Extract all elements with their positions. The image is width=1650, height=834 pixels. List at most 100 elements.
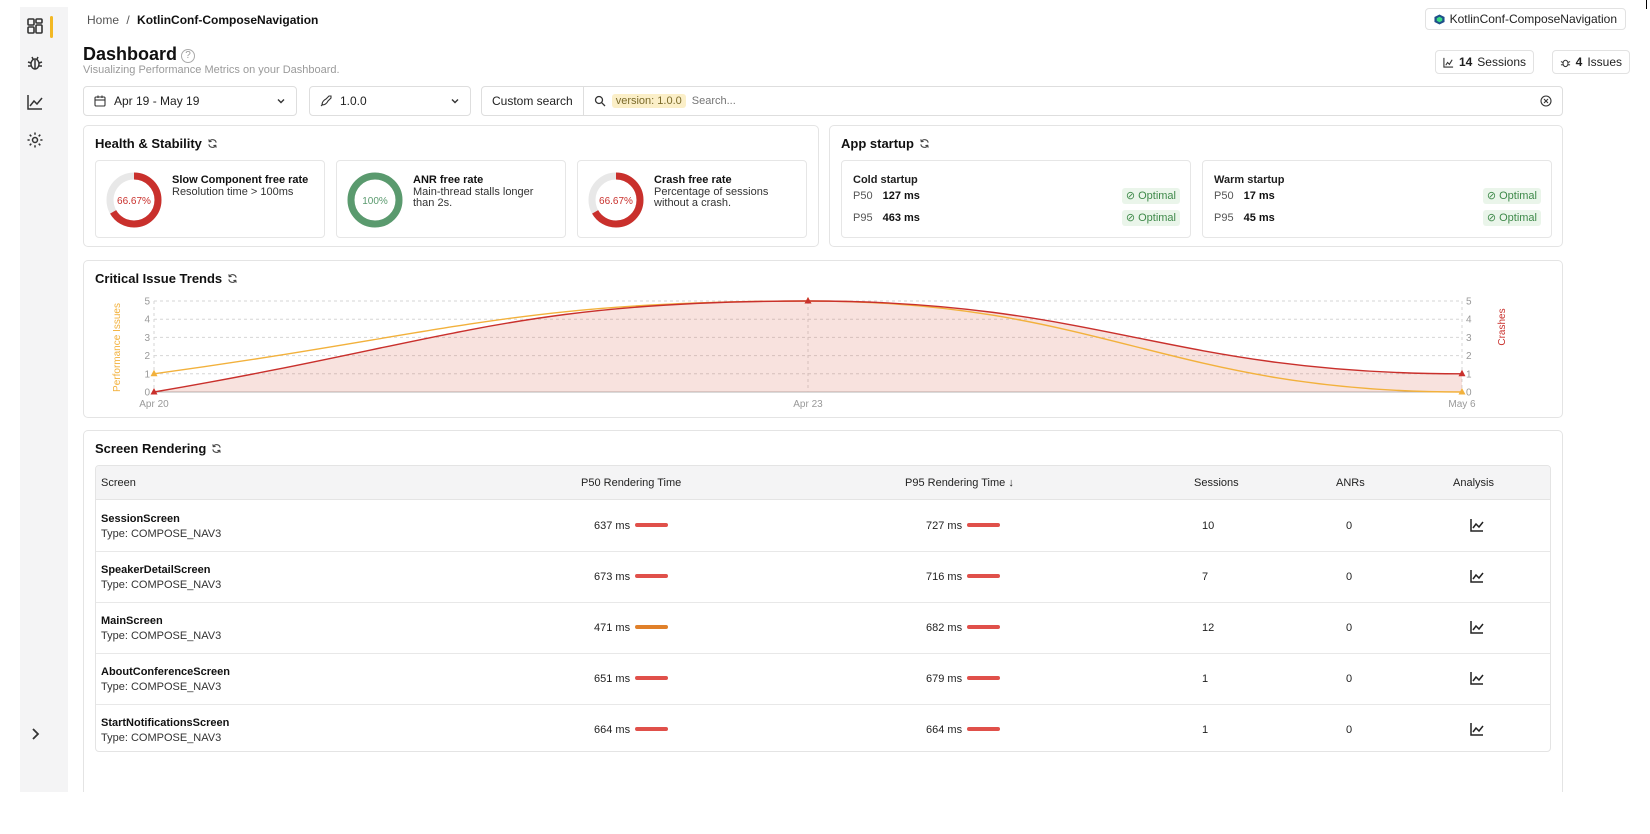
p50-label: P50 xyxy=(1214,190,1234,202)
col-sessions[interactable]: Sessions xyxy=(1194,477,1239,489)
analysis-chart-icon[interactable] xyxy=(1470,722,1484,736)
issues-counter[interactable]: 4 Issues xyxy=(1551,50,1630,74)
analysis-chart-icon[interactable] xyxy=(1470,518,1484,532)
table-row[interactable]: SessionScreen Type: COMPOSE_NAV3 637 ms 727… xyxy=(96,501,1550,552)
metric-desc: Percentage of sessions without a crash. xyxy=(654,186,769,209)
p95-bar xyxy=(967,676,1001,680)
performance-issues-marker[interactable] xyxy=(150,369,158,377)
col-screen[interactable]: Screen xyxy=(101,477,136,489)
right-axis-label: Crashes xyxy=(1497,308,1508,345)
page-title: Dashboard? xyxy=(83,44,196,65)
date-range-value: Apr 19 - May 19 xyxy=(114,94,200,108)
rendering-title-text: Screen Rendering xyxy=(95,441,207,456)
col-p95-label: P95 Rendering Time xyxy=(905,477,1006,489)
warm-p95-value: 45 ms xyxy=(1243,212,1275,224)
search-input[interactable] xyxy=(691,95,1540,107)
performance-issues-marker[interactable] xyxy=(1458,388,1466,395)
anrs-cell: 0 xyxy=(1346,673,1353,685)
trends-title-text: Critical Issue Trends xyxy=(95,271,223,286)
search-bar: Custom search version: 1.0.0 xyxy=(481,86,1563,116)
gauge-ring: 100% xyxy=(347,172,403,228)
rocket-icon xyxy=(320,95,332,107)
date-range-select[interactable]: Apr 19 - May 19 xyxy=(83,86,297,116)
table-row[interactable]: AboutConferenceScreen Type: COMPOSE_NAV3 6… xyxy=(96,654,1550,705)
sidebar xyxy=(20,7,53,792)
anrs-cell: 0 xyxy=(1346,520,1353,532)
custom-search-button[interactable]: Custom search xyxy=(482,87,584,115)
status-label: Optimal xyxy=(1138,190,1176,202)
clear-icon[interactable] xyxy=(1540,95,1552,107)
analysis-chart-icon[interactable] xyxy=(1470,620,1484,634)
chevron-right-icon[interactable] xyxy=(26,725,44,743)
p50-value: 664 ms xyxy=(594,724,631,736)
analysis-chart-icon[interactable] xyxy=(1470,569,1484,583)
col-p50[interactable]: P50 Rendering Time xyxy=(581,477,682,489)
left-tick-label: 0 xyxy=(144,388,150,399)
metric-crash-free[interactable]: 66.67% Crash free rate Percentage of ses… xyxy=(577,160,807,238)
refresh-icon[interactable] xyxy=(227,273,238,284)
refresh-icon[interactable] xyxy=(919,138,930,149)
p95-value: 727 ms xyxy=(926,520,963,532)
breadcrumb: Home / KotlinConf-ComposeNavigation xyxy=(87,13,318,27)
cold-startup-panel: Cold startup P50 127 ms ⊘ Optimal P95 463 … xyxy=(841,160,1191,238)
metric-anr-free[interactable]: 100% ANR free rate Main-thread stalls lo… xyxy=(336,160,566,238)
screen-type: Type: COMPOSE_NAV3 xyxy=(101,681,222,693)
project-selector[interactable]: KotlinConf-ComposeNavigation xyxy=(1424,8,1626,30)
version-filter-chip[interactable]: version: 1.0.0 xyxy=(611,94,686,108)
chip-value: 1.0.0 xyxy=(657,95,682,107)
p95-value: 716 ms xyxy=(926,571,963,583)
version-select[interactable]: 1.0.0 xyxy=(309,86,471,116)
metric-title: Crash free rate xyxy=(654,174,732,186)
breadcrumb-home[interactable]: Home xyxy=(87,13,120,27)
analysis-chart-icon[interactable] xyxy=(1470,671,1484,685)
critical-issue-trends-card: Critical Issue Trends 0 0 1 1 2 2 3 3 4 4 5 5 Apr 20… xyxy=(83,260,1563,418)
warm-p95-row: P95 45 ms xyxy=(1214,212,1275,224)
col-analysis: Analysis xyxy=(1453,477,1494,489)
refresh-icon[interactable] xyxy=(211,443,222,454)
gear-icon[interactable] xyxy=(26,131,44,149)
sessions-counter[interactable]: 14 Sessions xyxy=(1434,50,1534,74)
table-row[interactable]: SpeakerDetailScreen Type: COMPOSE_NAV3 673… xyxy=(96,552,1550,603)
page-subtitle: Visualizing Performance Metrics on your … xyxy=(83,64,340,76)
app-logo-icon xyxy=(1434,13,1445,25)
main-content: Home / KotlinConf-ComposeNavigation Kotl… xyxy=(68,7,1640,792)
breadcrumb-current: KotlinConf-ComposeNavigation xyxy=(137,13,319,27)
chevron-down-icon xyxy=(277,99,285,104)
bug-icon[interactable] xyxy=(26,54,44,72)
col-anrs[interactable]: ANRs xyxy=(1336,477,1365,489)
status-badge: ⊘ Optimal xyxy=(1482,210,1541,226)
sessions-cell: 10 xyxy=(1202,520,1215,532)
right-tick-label: 3 xyxy=(1466,333,1472,344)
left-tick-label: 1 xyxy=(144,369,150,380)
p95-cell: 664 ms xyxy=(926,724,1001,736)
warm-startup-title: Warm startup xyxy=(1214,174,1285,186)
screen-type: Type: COMPOSE_NAV3 xyxy=(101,528,222,540)
p95-bar xyxy=(967,625,1001,629)
anrs-cell: 0 xyxy=(1346,571,1353,583)
right-tick-label: 0 xyxy=(1466,388,1472,399)
p50-value: 673 ms xyxy=(594,571,631,583)
table-row[interactable]: StartNotificationsScreen Type: COMPOSE_NA… xyxy=(96,705,1550,751)
screen-type: Type: COMPOSE_NAV3 xyxy=(101,732,222,744)
help-icon[interactable]: ? xyxy=(181,49,196,63)
crashes-marker[interactable] xyxy=(804,297,812,304)
gauge-value: 66.67% xyxy=(599,196,633,207)
p50-cell: 664 ms xyxy=(594,724,669,736)
crashes-marker[interactable] xyxy=(150,388,158,395)
crashes-marker[interactable] xyxy=(1458,369,1466,377)
refresh-icon[interactable] xyxy=(207,138,218,149)
table-row[interactable]: MainScreen Type: COMPOSE_NAV3 471 ms 682 ms… xyxy=(96,603,1550,654)
metric-slow-component[interactable]: 66.67% Slow Component free rate Resoluti… xyxy=(95,160,325,238)
col-p95[interactable]: P95 Rendering Time ↓ xyxy=(905,477,1014,489)
p50-value: 471 ms xyxy=(594,622,631,634)
warm-p50-row: P50 17 ms xyxy=(1214,190,1275,202)
p50-cell: 673 ms xyxy=(594,571,669,583)
p50-bar xyxy=(635,727,669,731)
chart-line-icon[interactable] xyxy=(26,93,44,111)
startup-title-text: App startup xyxy=(841,136,914,151)
crashes-area xyxy=(154,301,1462,392)
p95-value: 679 ms xyxy=(926,673,963,685)
p50-cell: 651 ms xyxy=(594,673,669,685)
dashboard-icon[interactable] xyxy=(26,17,44,35)
rendering-title: Screen Rendering xyxy=(95,441,222,456)
